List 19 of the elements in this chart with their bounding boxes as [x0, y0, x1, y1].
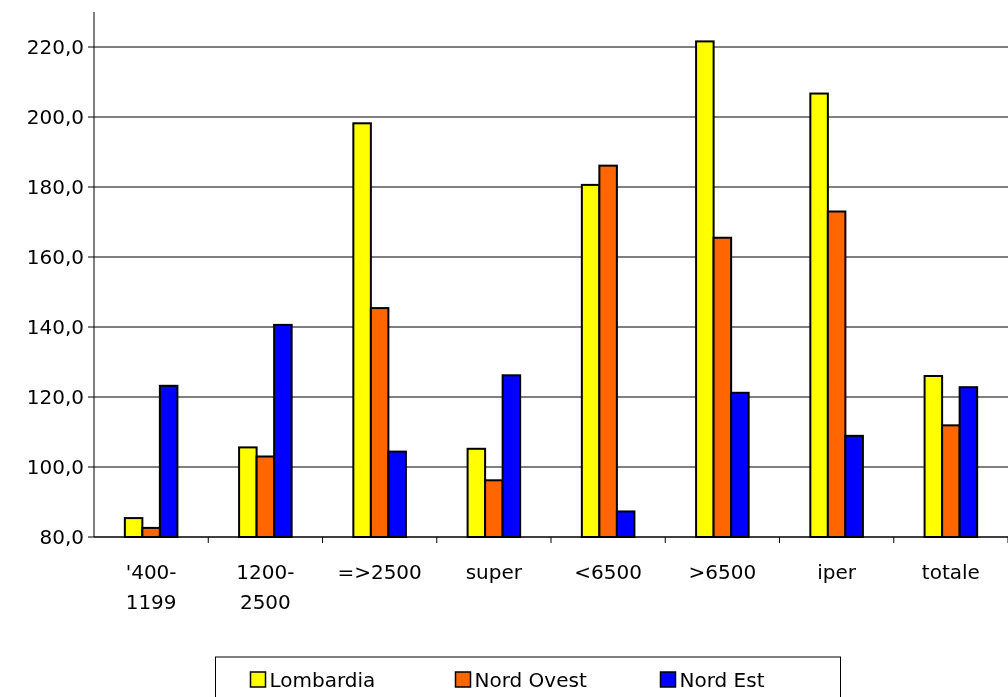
- y-tick-label: 200,0: [26, 105, 84, 129]
- x-tick-label: super: [465, 560, 523, 584]
- legend-label: Lombardia: [269, 668, 376, 692]
- x-tick-label: totale: [921, 560, 980, 584]
- legend-label: Nord Est: [679, 668, 765, 692]
- x-tick-label: <6500: [574, 560, 642, 584]
- x-tick-label: iper: [817, 560, 857, 584]
- y-tick-label: 220,0: [26, 35, 84, 59]
- y-tick-label: 120,0: [26, 385, 84, 409]
- y-tick-label: 160,0: [26, 245, 84, 269]
- y-tick-label: 80,0: [39, 525, 84, 549]
- y-tick-label: 100,0: [26, 455, 84, 479]
- x-tick-label: =>2500: [337, 560, 422, 584]
- legend-label: Nord Ovest: [474, 668, 587, 692]
- x-tick-label: '400-1199: [125, 560, 177, 614]
- x-tick-label: >6500: [688, 560, 757, 584]
- y-tick-label: 180,0: [26, 175, 84, 199]
- y-tick-label: 140,0: [26, 315, 84, 339]
- x-tick-label: 1200-2500: [236, 560, 295, 614]
